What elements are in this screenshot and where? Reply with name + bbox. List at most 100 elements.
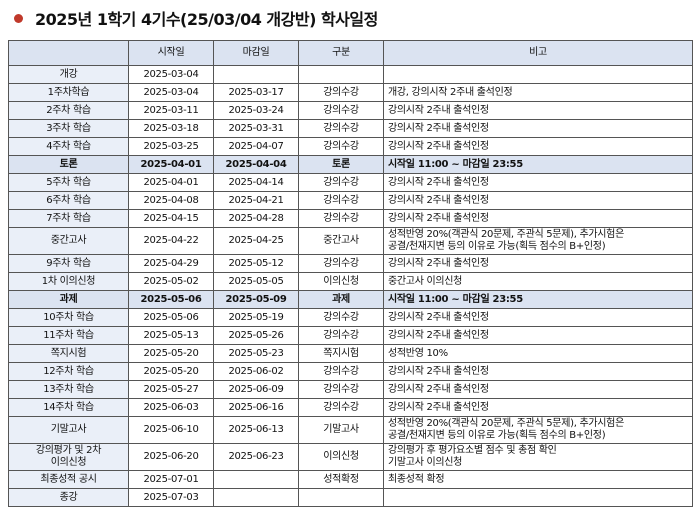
column-header: 시작일 [128, 40, 214, 66]
table-row: 개강 2025-03-04 [8, 65, 693, 84]
table-cell: 강의시작 2주내 출석인정 [383, 209, 693, 228]
table-cell: 2025-04-01 [128, 155, 214, 174]
table-cell: 강의수강 [298, 362, 384, 381]
table-cell: 과제 [298, 290, 384, 309]
table-cell [213, 65, 299, 84]
table-cell: 성적확정 [298, 470, 384, 489]
table-cell: 2025-06-16 [213, 398, 299, 417]
table-cell [213, 488, 299, 507]
table-cell: 이의신청 [298, 272, 384, 291]
table-row: 5주차 학습 2025-04-01 2025-04-14 강의수강 강의시작 2주내 출… [8, 173, 693, 192]
table-cell: 2025-05-13 [128, 326, 214, 345]
table-cell: 1차 이의신청 [8, 272, 129, 291]
table-cell: 2025-06-02 [213, 362, 299, 381]
table-row: 14주차 학습 2025-06-03 2025-06-16 강의수강 강의시작 2주내 … [8, 398, 693, 417]
table-cell: 2025-03-11 [128, 101, 214, 120]
table-row: 최종성적 공시 2025-07-01 성적확정 최종성적 확정 [8, 470, 693, 489]
table-cell [383, 488, 693, 507]
table-cell: 강의시작 2주내 출석인정 [383, 137, 693, 156]
title-text: 2025년 1학기 4기수(25/03/04 개강반) 학사일정 [35, 10, 378, 29]
cell-line: 성적반영 20%(객관식 20문제, 주관식 5문제), 추가시험은 [388, 229, 624, 240]
table-row: 기말고사 2025-06-10 2025-06-13 기말고사 성적반영 20%(객관식… [8, 416, 693, 444]
table-cell: 2025-07-03 [128, 488, 214, 507]
cell-line: 공결/천재지변 등의 이유로 가능(획득 점수의 B+인정) [388, 430, 606, 441]
table-cell: 기말고사 [8, 416, 129, 444]
table-cell: 2025-06-09 [213, 380, 299, 399]
table-row: 12주차 학습 2025-05-20 2025-06-02 강의수강 강의시작 2주내 … [8, 362, 693, 381]
table-cell: 시작일 11:00 ~ 마감일 23:55 [383, 290, 693, 309]
table-cell: 2025-03-04 [128, 65, 214, 84]
table-cell: 2025-06-20 [128, 443, 214, 471]
table-cell: 14주차 학습 [8, 398, 129, 417]
table-cell: 강의시작 2주내 출석인정 [383, 191, 693, 210]
table-cell: 토론 [8, 155, 129, 174]
table-cell: 강의수강 [298, 191, 384, 210]
table-cell: 강의수강 [298, 398, 384, 417]
bullet [14, 13, 23, 23]
table-cell: 2025-05-02 [128, 272, 214, 291]
column-header [8, 40, 129, 66]
table-cell: 2025-05-26 [213, 326, 299, 345]
table-cell: 2025-04-21 [213, 191, 299, 210]
table-body: 개강 2025-03-04 1주차학습 2025-03-04 2025-03-17 강의수… [8, 65, 693, 507]
table-row: 11주차 학습 2025-05-13 2025-05-26 강의수강 강의시작 2주내 … [8, 326, 693, 345]
table-row: 종강 2025-07-03 [8, 488, 693, 507]
table-cell: 3주차 학습 [8, 119, 129, 138]
table-cell: 강의평가 및 2차 이의신청 [8, 443, 129, 471]
table-cell: 2025-06-03 [128, 398, 214, 417]
table-cell: 성적반영 10% [383, 344, 693, 363]
table-cell: 2025-03-17 [213, 83, 299, 102]
table-cell: 4주차 학습 [8, 137, 129, 156]
table-cell: 9주차 학습 [8, 254, 129, 273]
table-row: 토론 2025-04-01 2025-04-04 토론 시작일 11:00 ~ 마감일 … [8, 155, 693, 174]
cell-line: 기말고사 이의신청 [388, 457, 463, 468]
table-row: 과제 2025-05-06 2025-05-09 과제 시작일 11:00 ~ 마감일 … [8, 290, 693, 309]
table-cell: 2025-06-23 [213, 443, 299, 471]
table-cell: 6주차 학습 [8, 191, 129, 210]
table-cell: 쪽지시험 [8, 344, 129, 363]
column-header: 마감일 [213, 40, 299, 66]
table-cell: 2025-03-31 [213, 119, 299, 138]
table-cell: 강의시작 2주내 출석인정 [383, 326, 693, 345]
table-cell: 쪽지시험 [298, 344, 384, 363]
table-cell: 강의수강 [298, 119, 384, 138]
table-cell: 5주차 학습 [8, 173, 129, 192]
table-cell: 강의평가 후 평가요소별 점수 및 총점 확인 기말고사 이의신청 [383, 443, 693, 471]
table-cell: 강의수강 [298, 173, 384, 192]
table-cell: 강의시작 2주내 출석인정 [383, 254, 693, 273]
table-cell: 강의시작 2주내 출석인정 [383, 308, 693, 327]
table-cell: 토론 [298, 155, 384, 174]
table-cell: 강의시작 2주내 출석인정 [383, 173, 693, 192]
table-cell: 강의수강 [298, 101, 384, 120]
table-cell: 2025-05-12 [213, 254, 299, 273]
table-cell: 7주차 학습 [8, 209, 129, 228]
table-cell: 중간고사 [8, 227, 129, 255]
table-cell: 13주차 학습 [8, 380, 129, 399]
table-cell: 강의시작 2주내 출석인정 [383, 362, 693, 381]
table-cell: 2025-05-09 [213, 290, 299, 309]
table-row: 1주차학습 2025-03-04 2025-03-17 강의수강 개강, 강의시작 2주… [8, 83, 693, 102]
table-cell: 강의시작 2주내 출석인정 [383, 380, 693, 399]
table-cell [298, 65, 384, 84]
table-cell: 강의시작 2주내 출석인정 [383, 398, 693, 417]
table-row: 1차 이의신청 2025-05-02 2025-05-05 이의신청 중간고사 이의신청 [8, 272, 693, 291]
table-cell: 12주차 학습 [8, 362, 129, 381]
cell-line: 성적반영 20%(객관식 20문제, 주관식 5문제), 추가시험은 [388, 418, 624, 429]
table-cell: 2025-05-20 [128, 362, 214, 381]
table-cell: 2025-06-13 [213, 416, 299, 444]
table-cell: 2025-06-10 [128, 416, 214, 444]
table-cell [213, 470, 299, 489]
table-row: 중간고사 2025-04-22 2025-04-25 중간고사 성적반영 20%(객관식… [8, 227, 693, 255]
table-cell: 기말고사 [298, 416, 384, 444]
table-cell: 강의시작 2주내 출석인정 [383, 119, 693, 138]
table-cell: 2025-05-20 [128, 344, 214, 363]
table-cell: 2025-05-06 [128, 308, 214, 327]
table-cell: 2025-04-14 [213, 173, 299, 192]
schedule-table: 시작일 마감일 구분 비고 개강 2025-03-04 1주차학습 2025-03-04 20… [8, 40, 693, 507]
table-row: 10주차 학습 2025-05-06 2025-05-19 강의수강 강의시작 2주내 … [8, 308, 693, 327]
table-cell: 중간고사 이의신청 [383, 272, 693, 291]
table-cell: 강의수강 [298, 83, 384, 102]
table-cell: 최종성적 확정 [383, 470, 693, 489]
table-cell: 강의수강 [298, 137, 384, 156]
